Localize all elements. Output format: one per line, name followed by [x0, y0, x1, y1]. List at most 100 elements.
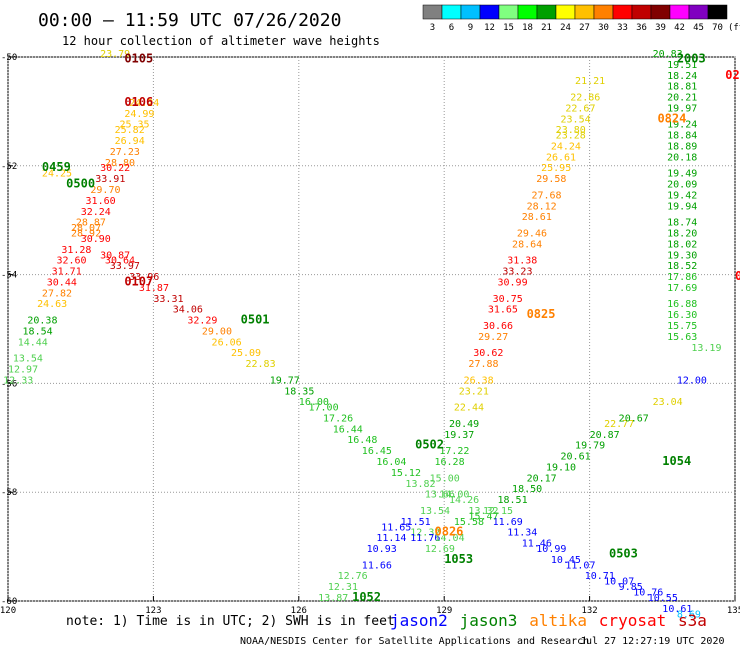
data-point-label: 12.33: [3, 375, 33, 386]
data-point-label: 18.20: [667, 229, 697, 240]
x-tick-label: 129: [436, 606, 452, 616]
colorbar-tick-label: 45: [693, 23, 704, 33]
data-point-label: 16.44: [333, 424, 363, 435]
colorbar-swatch: [593, 4, 614, 20]
data-point-label: 10.76: [633, 588, 663, 599]
data-point-label: 18.51: [498, 495, 528, 506]
data-point-label: 19.49: [667, 169, 697, 180]
data-point-label: 18.24: [667, 71, 697, 82]
data-point-label: 17.26: [323, 413, 353, 424]
colorbar-swatch: [498, 4, 519, 20]
data-point-label: 12.97: [8, 365, 38, 376]
data-point-label: 17.00: [308, 403, 338, 414]
data-point-label: 13.87: [318, 593, 348, 604]
colorbar-swatch: [650, 4, 671, 20]
x-tick-label: 135: [727, 606, 740, 616]
data-point-label: 13.32: [468, 506, 498, 517]
data-point-label: 15.47: [468, 511, 498, 522]
data-point-label: 24.24: [129, 98, 159, 109]
data-point-label: 20.83: [653, 49, 683, 60]
data-point-label: 28.80: [105, 158, 135, 169]
data-point-label: 17.22: [439, 446, 469, 457]
data-point-label: 27.88: [468, 359, 498, 370]
data-point-label: 23.80: [556, 125, 586, 136]
pass-time-label: 0501: [241, 313, 270, 327]
data-point-label: 18.89: [667, 141, 697, 152]
y-tick-label: -60: [1, 597, 17, 607]
data-point-label: 11.14: [376, 533, 406, 544]
data-point-label: 25.35: [119, 120, 149, 131]
chart-subtitle: 12 hour collection of altimeter wave hei…: [62, 34, 380, 48]
data-point-label: 33.91: [95, 174, 125, 185]
data-point-label: 14.44: [18, 337, 48, 348]
data-point-label: 26.06: [212, 337, 242, 348]
data-point-label: 16.45: [362, 446, 392, 457]
data-point-label: 20.38: [27, 316, 57, 327]
pass-time-label: 1052: [352, 590, 381, 604]
colorbar-tick-label: 42: [674, 23, 685, 33]
data-point-label: 19.42: [667, 190, 697, 201]
colorbar-swatch: [631, 4, 652, 20]
colorbar-tick-label: 39: [655, 23, 666, 33]
data-point-label: 23.79: [100, 49, 130, 60]
data-point-label: 10.55: [648, 593, 678, 604]
pass-time-label: 0502: [415, 438, 444, 452]
colorbar-swatch: [422, 4, 443, 20]
data-point-label: 18.02: [667, 239, 697, 250]
data-point-label: 20.17: [527, 473, 557, 484]
data-point-label: 12.00: [677, 375, 707, 386]
data-point-label: 14.04: [435, 533, 465, 544]
colorbar-tick-label: 3: [430, 23, 435, 33]
pass-time-label: 0107: [124, 274, 153, 288]
data-point-label: 23.28: [556, 131, 586, 142]
pass-time-label: 0248: [725, 68, 740, 82]
colorbar-swatch: [669, 4, 690, 20]
colorbar-tick-label: 33: [617, 23, 628, 33]
data-point-label: 10.07: [604, 577, 634, 588]
colorbar-tick-label: 36: [636, 23, 647, 33]
colorbar-unit: (ft): [728, 23, 740, 33]
data-point-label: 12.15: [483, 506, 513, 517]
data-point-label: 26.94: [115, 136, 145, 147]
data-point-label: 24.24: [551, 141, 581, 152]
pass-time-label: 02: [735, 269, 740, 283]
data-point-label: 31.87: [139, 283, 169, 294]
colorbar-swatch: [555, 4, 576, 20]
data-point-label: 21.21: [575, 76, 605, 87]
data-point-label: 19.79: [575, 441, 605, 452]
data-point-label: 10.93: [367, 544, 397, 555]
data-point-label: 16.28: [435, 457, 465, 468]
data-point-label: 14.00: [439, 490, 469, 501]
data-point-label: 28.87: [76, 218, 106, 229]
chart-title: 00:00 – 11:59 UTC 07/26/2020: [38, 10, 341, 31]
data-point-label: 19.51: [667, 60, 697, 71]
colorbar-swatch: [688, 4, 709, 20]
y-tick-label: -50: [1, 53, 17, 63]
data-point-label: 13.19: [691, 343, 721, 354]
data-point-label: 24.63: [37, 299, 67, 310]
data-point-label: 31.71: [52, 267, 82, 278]
data-point-label: 16.48: [347, 435, 377, 446]
data-point-label: 15.58: [454, 517, 484, 528]
data-point-label: 19.94: [667, 201, 697, 212]
colorbar-swatch: [460, 4, 481, 20]
data-point-label: 11.76: [410, 533, 440, 544]
x-tick-label: 120: [0, 606, 16, 616]
legend-satellite-jason3: jason3: [460, 611, 518, 630]
data-point-label: 15.00: [430, 473, 460, 484]
data-point-label: 17.69: [667, 283, 697, 294]
plot-area: 120 123 126 129 132 135 -50 -52 -54 -56 -58 -60 24.2…: [0, 49, 740, 620]
data-point-label: 28.92: [71, 229, 101, 240]
data-point-label: 20.67: [619, 413, 649, 424]
data-point-label: 32.60: [56, 256, 86, 267]
data-point-label: 16.04: [376, 457, 406, 468]
data-point-label: 30.75: [493, 294, 523, 305]
data-point-label: 33.23: [502, 267, 532, 278]
colorbar-swatch: [574, 4, 595, 20]
data-point-label: 31.60: [86, 196, 116, 207]
data-point-label: 27.68: [531, 190, 561, 201]
x-tick-label: 126: [291, 606, 307, 616]
data-point-label: 19.37: [444, 430, 474, 441]
data-point-label: 31.38: [507, 256, 537, 267]
y-tick-label: -52: [1, 162, 17, 172]
